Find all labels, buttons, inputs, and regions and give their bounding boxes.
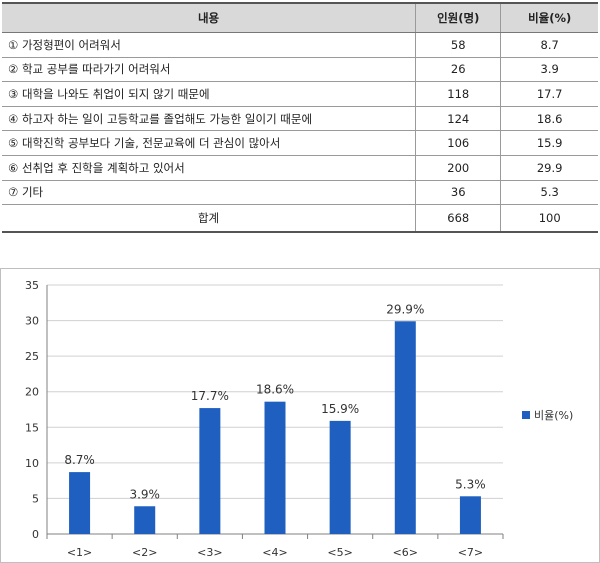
survey-table: 내용 인원(명) 비율(%) ① 가정형편이 어려워서 58 8.7 ② 학교 … [2, 2, 598, 234]
y-tick-label: 35 [25, 279, 39, 292]
bars [69, 321, 481, 534]
bar [264, 401, 286, 534]
table-row: ① 가정형편이 어려워서 58 8.7 [2, 32, 598, 58]
survey-table-container: 내용 인원(명) 비율(%) ① 가정형편이 어려워서 58 8.7 ② 학교 … [2, 2, 598, 234]
x-tick-label: <7> [458, 546, 483, 559]
row-count: 124 [415, 106, 501, 132]
x-tick-label: <6> [393, 546, 418, 559]
row-count: 118 [415, 81, 501, 107]
row-ratio: 18.6 [500, 106, 598, 132]
header-ratio: 비율(%) [500, 2, 598, 33]
data-labels: 8.7% 3.9% 17.7% 18.6% 15.9% 29.9% 5.3% [64, 302, 485, 501]
x-tick-label: <5> [327, 546, 352, 559]
y-tick-label: 5 [32, 492, 39, 505]
row-reason: ⑥ 선취업 후 진학을 계획하고 있어서 [2, 155, 416, 181]
row-ratio: 15.9 [500, 130, 598, 156]
row-count: 58 [415, 32, 501, 58]
row-ratio: 5.3 [500, 180, 598, 206]
y-tick-label: 0 [32, 528, 39, 541]
bar-chart: 0 5 10 15 20 25 30 35 <1> <2> <3> <4> <5> <6> <7> 8.7%… [0, 268, 600, 563]
bar [459, 496, 481, 534]
total-ratio: 100 [500, 204, 598, 234]
y-tick-label: 15 [25, 421, 39, 434]
legend: 비율(%) [522, 409, 573, 422]
row-reason: ⑤ 대학진학 공부보다 기술, 전문교육에 더 관심이 많아서 [2, 130, 416, 156]
bar-chart-container: 0 5 10 15 20 25 30 35 <1> <2> <3> <4> <5> <6> <7> 8.7%… [0, 268, 600, 563]
table-header-row: 내용 인원(명) 비율(%) [2, 2, 598, 33]
bar-data-label: 17.7% [191, 389, 229, 403]
y-tick-label: 10 [25, 457, 39, 470]
x-tick-label: <4> [262, 546, 287, 559]
bar-data-label: 15.9% [321, 402, 359, 416]
table-row: ③ 대학을 나와도 취업이 되지 않기 때문에 118 17.7 [2, 81, 598, 107]
row-ratio: 17.7 [500, 81, 598, 107]
x-tick-label: <1> [67, 546, 92, 559]
y-tick-label: 30 [25, 315, 39, 328]
row-ratio: 3.9 [500, 57, 598, 83]
row-count: 200 [415, 155, 501, 181]
y-tick-label: 20 [25, 386, 39, 399]
table-row: ④ 하고자 하는 일이 고등학교를 졸업해도 가능한 일이기 때문에 124 1… [2, 106, 598, 132]
bar [69, 472, 91, 534]
header-reason: 내용 [2, 2, 416, 33]
total-label: 합계 [2, 204, 416, 234]
row-reason: ① 가정형편이 어려워서 [2, 32, 416, 58]
table-row: ⑤ 대학진학 공부보다 기술, 전문교육에 더 관심이 많아서 106 15.9 [2, 130, 598, 156]
row-count: 36 [415, 180, 501, 206]
row-reason: ② 학교 공부를 따라가기 어려워서 [2, 57, 416, 83]
bar-data-label: 29.9% [386, 302, 424, 316]
legend-label: 비율(%) [534, 409, 573, 422]
row-reason: ④ 하고자 하는 일이 고등학교를 졸업해도 가능한 일이기 때문에 [2, 106, 416, 132]
chart-frame [0, 268, 600, 563]
table-row: ⑥ 선취업 후 진학을 계획하고 있어서 200 29.9 [2, 155, 598, 181]
bar-data-label: 18.6% [256, 383, 294, 397]
table-row: ② 학교 공부를 따라가기 어려워서 26 3.9 [2, 57, 598, 83]
legend-swatch [522, 411, 530, 419]
y-tick-label: 25 [25, 350, 39, 363]
x-tick-label: <2> [132, 546, 157, 559]
x-tick-label: <3> [197, 546, 222, 559]
bar [394, 321, 416, 534]
row-count: 106 [415, 130, 501, 156]
row-reason: ③ 대학을 나와도 취업이 되지 않기 때문에 [2, 81, 416, 107]
bar-data-label: 3.9% [129, 487, 160, 501]
header-count: 인원(명) [415, 2, 501, 33]
table-row: ⑦ 기타 36 5.3 [2, 180, 598, 206]
row-ratio: 8.7 [500, 32, 598, 58]
bar [134, 506, 156, 534]
row-reason: ⑦ 기타 [2, 180, 416, 206]
bar [199, 408, 221, 534]
table-total-row: 합계 668 100 [2, 204, 598, 234]
bar-data-label: 5.3% [455, 477, 486, 491]
bar [329, 420, 351, 534]
total-count: 668 [415, 204, 501, 234]
bar-data-label: 8.7% [64, 453, 95, 467]
row-count: 26 [415, 57, 501, 83]
row-ratio: 29.9 [500, 155, 598, 181]
